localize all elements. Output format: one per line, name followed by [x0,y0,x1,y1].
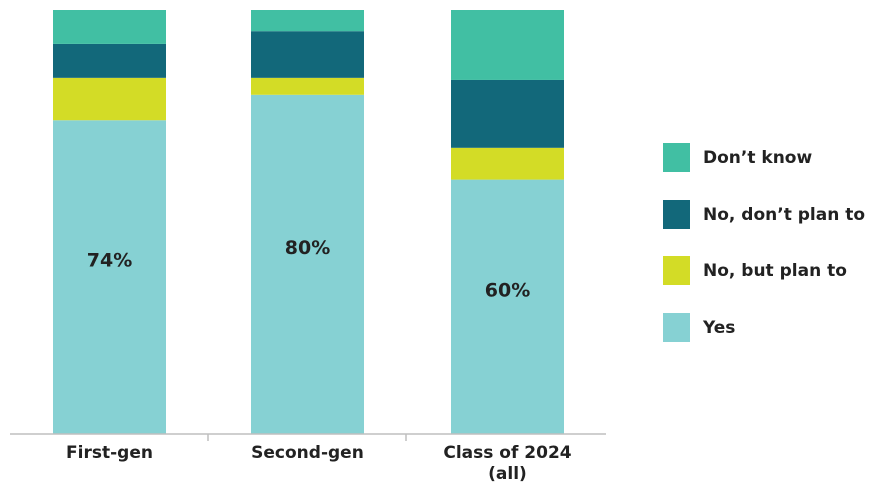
bar-segment-yes-0 [53,120,166,435]
bar-segment-yes-2 [451,179,564,434]
bar-segment-no-but-plan-to-0 [53,77,166,121]
legend-label-2: No, but plan to [703,261,847,281]
bar-segment-no-but-plan-to-1 [251,77,364,95]
category-label-2-line-1: (all) [488,464,527,484]
legend-swatch-0 [663,143,690,172]
bar-segment-no-don-t-plan-to-1 [251,31,364,78]
category-labels-layer: First-gen Second-gen Class of 2024(all) [66,443,572,484]
bars-layer [53,10,564,435]
bar-segment-no-don-t-plan-to-0 [53,43,166,78]
bar-segment-yes-1 [251,94,364,435]
legend-label-1: No, don’t plan to [703,205,865,225]
bar-segment-don-t-know-2 [451,10,564,80]
legend-label-0: Don’t know [703,148,812,168]
value-labels-layer: 74% 80% 60% [87,237,530,301]
legend-swatch-2 [663,256,690,285]
bar-segment-no-don-t-plan-to-2 [451,79,564,148]
legend-swatch-1 [663,200,690,229]
x-axis-ticks [207,434,407,441]
bar-segment-no-but-plan-to-2 [451,147,564,180]
bar-segment-don-t-know-0 [53,10,166,44]
category-label-1-line-0: Second-gen [251,443,364,463]
data-label-0: 74% [87,250,132,272]
data-label-1: 80% [285,237,330,259]
category-label-2-line-0: Class of 2024 [443,443,571,463]
legend: Don’t know No, don’t plan to No, but plan … [663,143,865,342]
category-label-0-line-0: First-gen [66,443,153,463]
bar-segment-don-t-know-1 [251,10,364,32]
legend-label-3: Yes [702,318,735,338]
legend-swatch-3 [663,313,690,342]
data-label-2: 60% [485,279,530,301]
